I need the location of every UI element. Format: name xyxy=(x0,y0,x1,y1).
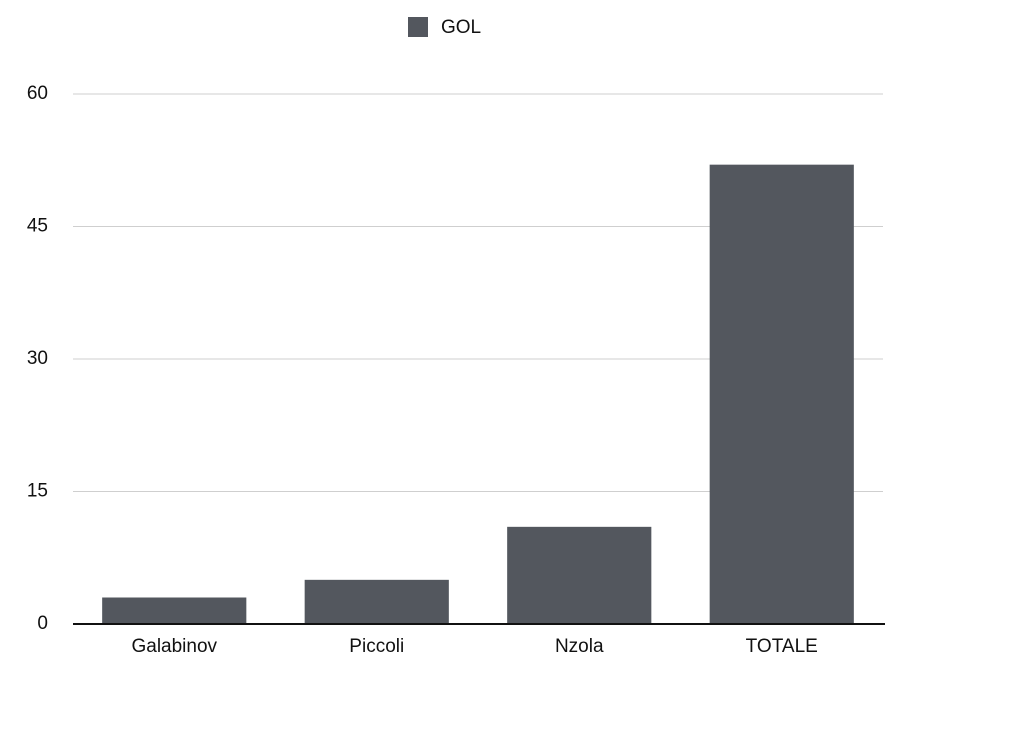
legend-label: GOL xyxy=(441,17,481,38)
bar xyxy=(102,597,247,624)
bar xyxy=(709,164,854,624)
y-tick-label: 45 xyxy=(27,216,48,237)
x-tick-label: Nzola xyxy=(555,636,604,657)
y-tick-label: 30 xyxy=(27,348,48,369)
y-tick-label: 0 xyxy=(37,613,48,634)
x-tick-label: Galabinov xyxy=(131,636,217,657)
x-tick-label: Piccoli xyxy=(349,636,404,657)
bar xyxy=(304,579,449,624)
x-tick-label: TOTALE xyxy=(746,636,818,657)
bar xyxy=(507,526,652,624)
y-tick-label: 60 xyxy=(27,83,48,104)
legend-swatch xyxy=(408,17,428,37)
y-tick-label: 15 xyxy=(27,481,48,502)
